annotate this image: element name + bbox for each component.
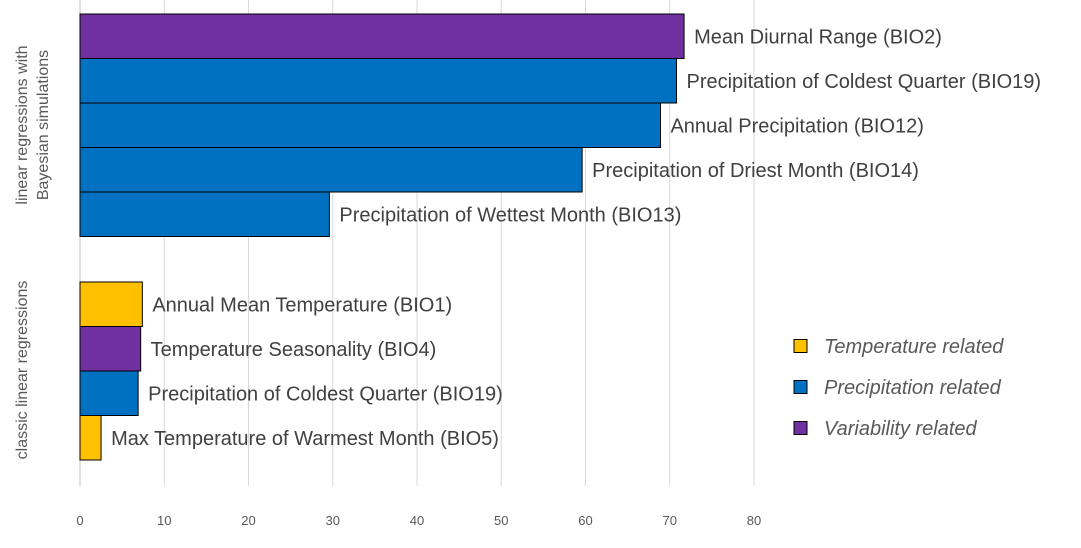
group-label-1-0: classic linear regressions	[14, 281, 31, 460]
legend-label-temperature: Temperature related	[824, 336, 1004, 358]
bar-0-1	[79, 58, 677, 104]
bar-1-0	[79, 281, 143, 327]
legend-swatch-temperature	[793, 339, 808, 353]
bar-label-0-2: Annual Precipitation (BIO12)	[670, 115, 923, 137]
group-label-0-0: linear regressions with	[14, 45, 31, 204]
bars	[79, 13, 685, 461]
x-tick-label-60: 60	[578, 513, 592, 528]
x-tick-label-0: 0	[76, 513, 83, 528]
bar-0-4	[79, 191, 330, 237]
x-tick-label-10: 10	[157, 513, 171, 528]
group-label-0-1: Bayesian simulations	[35, 50, 52, 200]
x-tick-label-50: 50	[494, 513, 508, 528]
bar-0-3	[79, 147, 583, 193]
legend-label-variability: Variability related	[824, 418, 978, 440]
x-axis-ticks: 0 10 20 30 40 50 60 70 80	[76, 513, 761, 528]
bar-label-1-0: Annual Mean Temperature (BIO1)	[152, 294, 452, 316]
legend-label-precipitation: Precipitation related	[824, 377, 1002, 399]
legend-swatch-variability	[793, 421, 808, 435]
bar-label-0-1: Precipitation of Coldest Quarter (BIO19)	[686, 71, 1041, 93]
bar-1-2	[79, 370, 139, 416]
bar-label-1-3: Max Temperature of Warmest Month (BIO5)	[111, 428, 499, 450]
bar-1-3	[79, 415, 102, 461]
legend: Temperature related Precipitation related…	[793, 336, 1004, 440]
bar-1-1	[79, 326, 142, 372]
x-tick-label-80: 80	[747, 513, 761, 528]
bar-0-2	[79, 102, 661, 148]
legend-swatch-precipitation	[793, 380, 808, 394]
bar-0-0	[79, 13, 685, 59]
x-tick-label-70: 70	[663, 513, 677, 528]
bar-label-1-2: Precipitation of Coldest Quarter (BIO19)	[148, 383, 503, 405]
x-tick-label-20: 20	[241, 513, 255, 528]
x-tick-label-30: 30	[326, 513, 340, 528]
bar-label-0-3: Precipitation of Driest Month (BIO14)	[592, 160, 919, 182]
group-labels: linear regressions with Bayesian simulati…	[14, 45, 52, 459]
bar-label-0-4: Precipitation of Wettest Month (BIO13)	[339, 204, 681, 226]
bar-labels: Mean Diurnal Range (BIO2) Precipitation o…	[111, 26, 1041, 450]
bar-label-0-0: Mean Diurnal Range (BIO2)	[694, 26, 942, 48]
bar-label-1-1: Temperature Seasonality (BIO4)	[151, 339, 437, 361]
x-tick-label-40: 40	[410, 513, 424, 528]
